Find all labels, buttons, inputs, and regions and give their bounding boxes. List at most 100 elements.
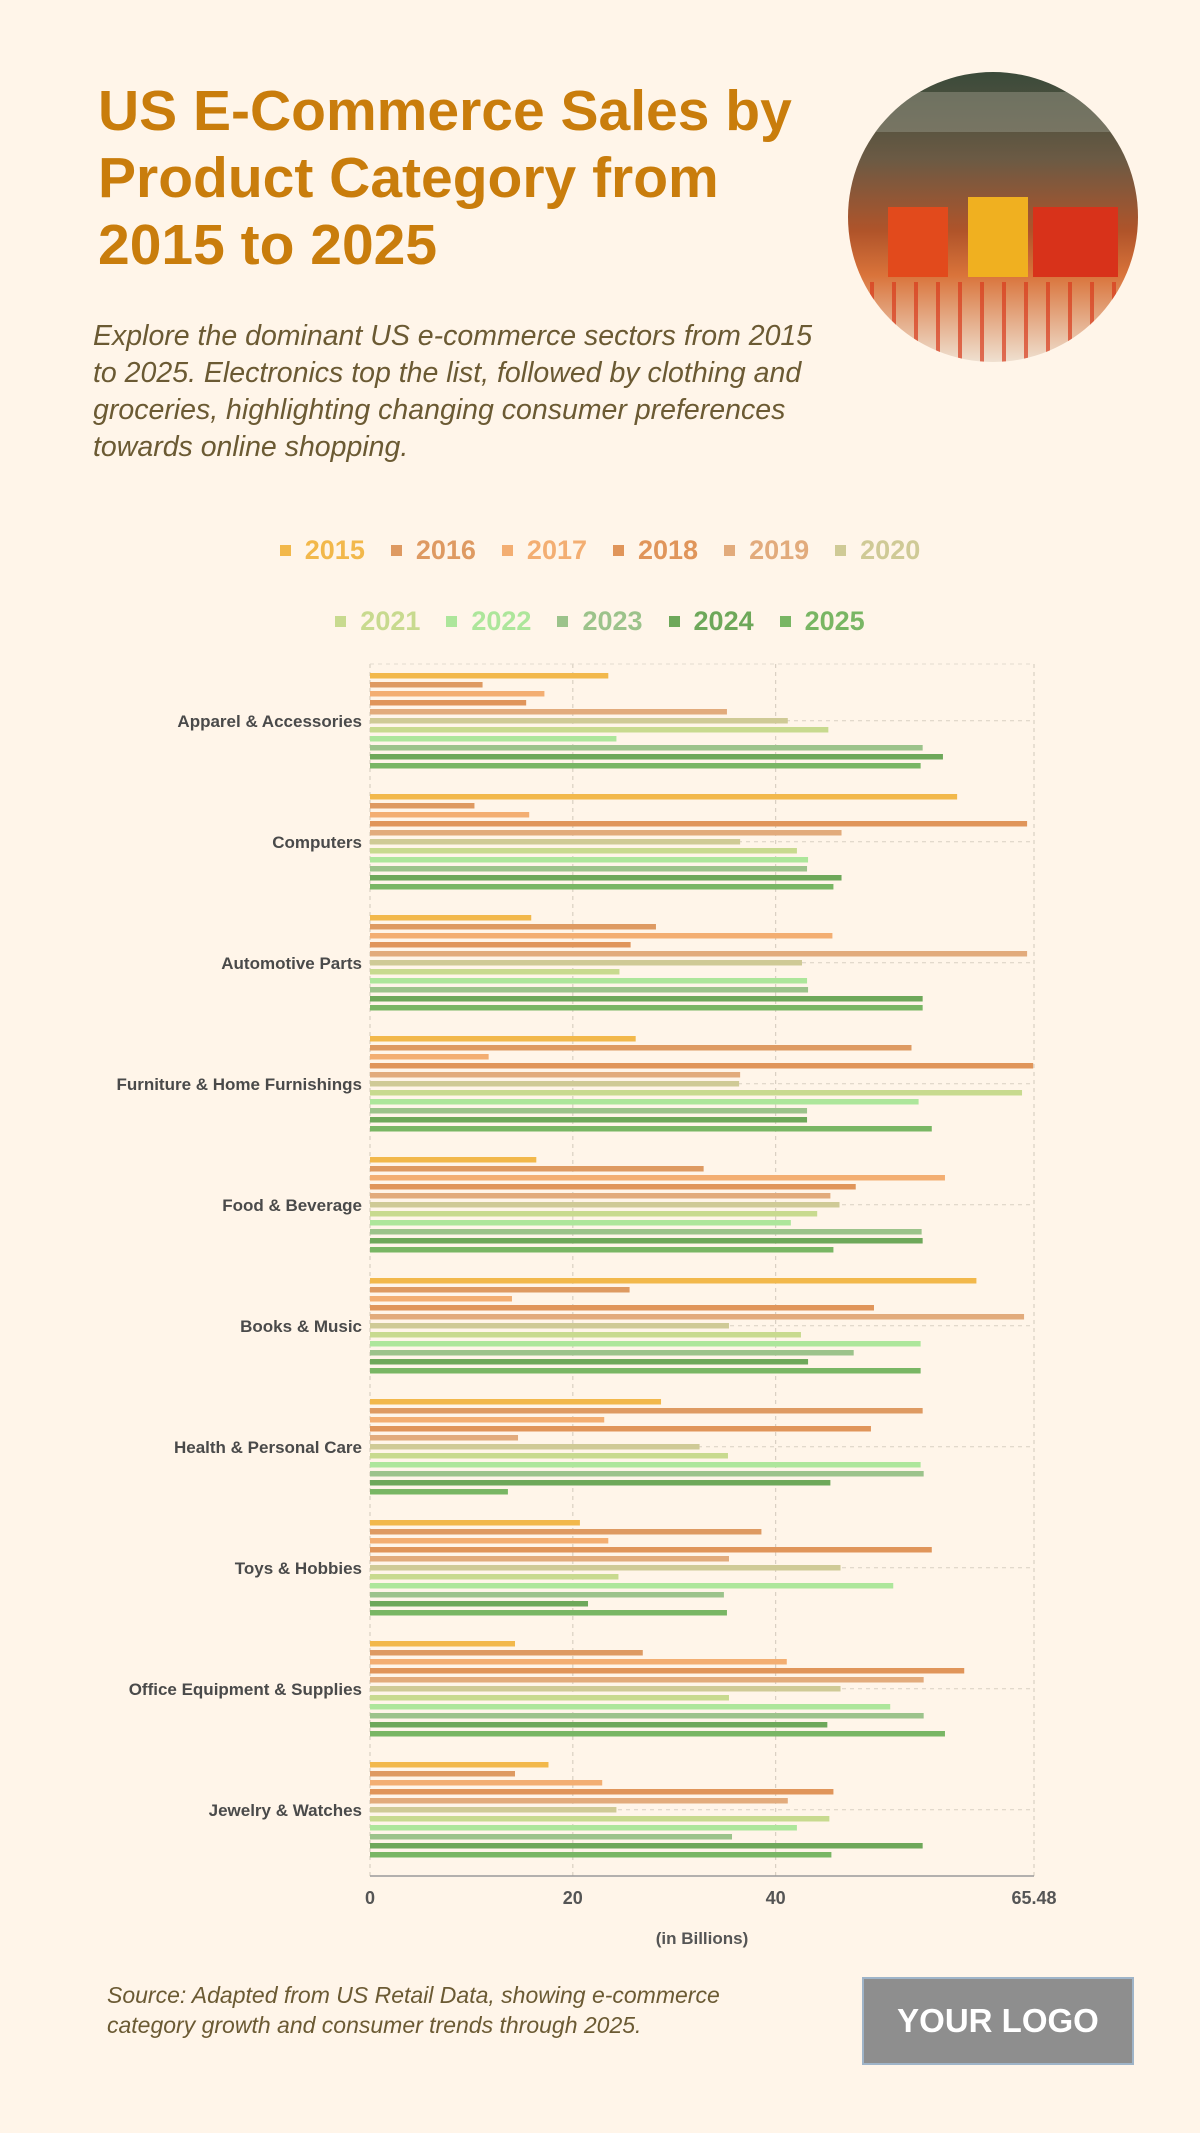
legend-label: 2024 — [693, 606, 754, 636]
bar-2023 — [370, 987, 809, 993]
legend-item-2021: 2021 — [335, 606, 420, 637]
bar-2024 — [370, 1722, 828, 1728]
x-tick-label: 0 — [365, 1888, 375, 1908]
bar-2025 — [370, 1489, 508, 1495]
category-label: Furniture & Home Furnishings — [116, 1075, 362, 1094]
source-note: Source: Adapted from US Retail Data, sho… — [107, 1982, 720, 2038]
bar-2025 — [370, 1247, 834, 1253]
bar-2021 — [370, 969, 620, 975]
bar-2022 — [370, 1220, 791, 1226]
bar-2015 — [370, 1399, 662, 1405]
legend-item-2015: 2015 — [279, 535, 365, 566]
bar-2020 — [370, 1081, 740, 1087]
bar-2017 — [370, 812, 530, 818]
bar-2021 — [370, 727, 829, 733]
bar-2021 — [370, 1453, 728, 1459]
bar-2019 — [370, 830, 842, 836]
legend-label: 2017 — [526, 535, 587, 565]
bar-2024 — [370, 875, 842, 881]
bar-2017 — [370, 1538, 609, 1544]
legend-label: 2015 — [304, 535, 365, 565]
legend-row-1: 2015 2016 2017 2018 2019 2020 — [0, 535, 1200, 566]
bar-2016 — [370, 1408, 923, 1414]
x-axis-title: (in Billions) — [656, 1929, 749, 1948]
bar-2025 — [370, 1731, 945, 1737]
legend-item-2016: 2016 — [390, 535, 476, 566]
bar-2019 — [370, 1798, 788, 1804]
category-label: Books & Music — [240, 1317, 362, 1336]
legend-swatch — [390, 545, 402, 556]
bar-2021 — [370, 848, 797, 854]
bar-2015 — [370, 1762, 549, 1768]
bar-2015 — [370, 1520, 580, 1526]
bar-2024 — [370, 1480, 831, 1486]
bar-2020 — [370, 839, 741, 845]
legend-item-2022: 2022 — [446, 606, 531, 637]
bar-2022 — [370, 736, 617, 742]
legend-label: 2023 — [582, 606, 643, 636]
shopping-cart-photo — [848, 72, 1138, 362]
category-label: Apparel & Accessories — [177, 712, 362, 731]
legend-item-2017: 2017 — [501, 535, 587, 566]
bar-2020 — [370, 1444, 700, 1450]
bar-2016 — [370, 1287, 630, 1293]
bar-2022 — [370, 1099, 919, 1105]
bar-2020 — [370, 1565, 841, 1571]
subtitle: Explore the dominant US e-commerce secto… — [93, 320, 813, 463]
bar-2015 — [370, 794, 958, 800]
bar-2025 — [370, 1852, 832, 1858]
bar-2018 — [370, 942, 631, 948]
bar-2024 — [370, 1117, 808, 1123]
legend-item-2019: 2019 — [724, 535, 809, 566]
bar-2023 — [370, 1471, 924, 1477]
legend-swatch — [335, 616, 347, 627]
bar-2018 — [370, 1789, 834, 1795]
category-label: Food & Beverage — [222, 1196, 362, 1215]
legend-swatch — [779, 616, 791, 627]
bar-2020 — [370, 1807, 617, 1813]
legend-swatch — [446, 616, 458, 627]
category-label: Health & Personal Care — [174, 1438, 362, 1457]
bar-2016 — [370, 1166, 704, 1172]
legend-label: 2019 — [749, 535, 810, 565]
bar-2015 — [370, 1278, 977, 1284]
logo-placeholder: YOUR LOGO — [862, 1977, 1134, 2065]
bar-2018 — [370, 1426, 871, 1432]
bar-2023 — [370, 745, 923, 751]
bar-2016 — [370, 1650, 643, 1656]
bar-2025 — [370, 884, 834, 890]
bar-2023 — [370, 1229, 922, 1235]
x-tick-label: 20 — [563, 1888, 583, 1908]
legend-item-2025: 2025 — [779, 606, 865, 637]
bar-2024 — [370, 1601, 589, 1607]
bar-2024 — [370, 996, 923, 1002]
bar-2019 — [370, 1072, 741, 1078]
legend-swatch — [835, 545, 847, 556]
bar-2017 — [370, 1417, 605, 1423]
legend-swatch — [724, 545, 736, 556]
bar-2019 — [370, 951, 1028, 957]
bar-2024 — [370, 754, 943, 760]
legend-label: 2020 — [860, 535, 921, 565]
bar-2024 — [370, 1359, 809, 1365]
bar-2023 — [370, 866, 808, 872]
bar-2025 — [370, 1126, 932, 1132]
legend-item-2023: 2023 — [557, 606, 643, 637]
bar-2021 — [370, 1211, 818, 1217]
bar-2019 — [370, 1314, 1025, 1320]
x-tick-label: 40 — [766, 1888, 786, 1908]
bar-2025 — [370, 1005, 923, 1011]
bar-2024 — [370, 1238, 923, 1244]
category-label: Computers — [272, 833, 362, 852]
category-label: Automotive Parts — [221, 954, 362, 973]
bar-2015 — [370, 1157, 537, 1163]
bar-2023 — [370, 1108, 808, 1114]
bar-2020 — [370, 718, 788, 724]
legend-swatch — [501, 545, 513, 556]
bar-2018 — [370, 1305, 874, 1311]
page-title: US E-Commerce Sales by Product Category … — [98, 79, 792, 277]
bar-2018 — [370, 1184, 856, 1190]
bar-2018 — [370, 1547, 932, 1553]
bar-2016 — [370, 1771, 516, 1777]
